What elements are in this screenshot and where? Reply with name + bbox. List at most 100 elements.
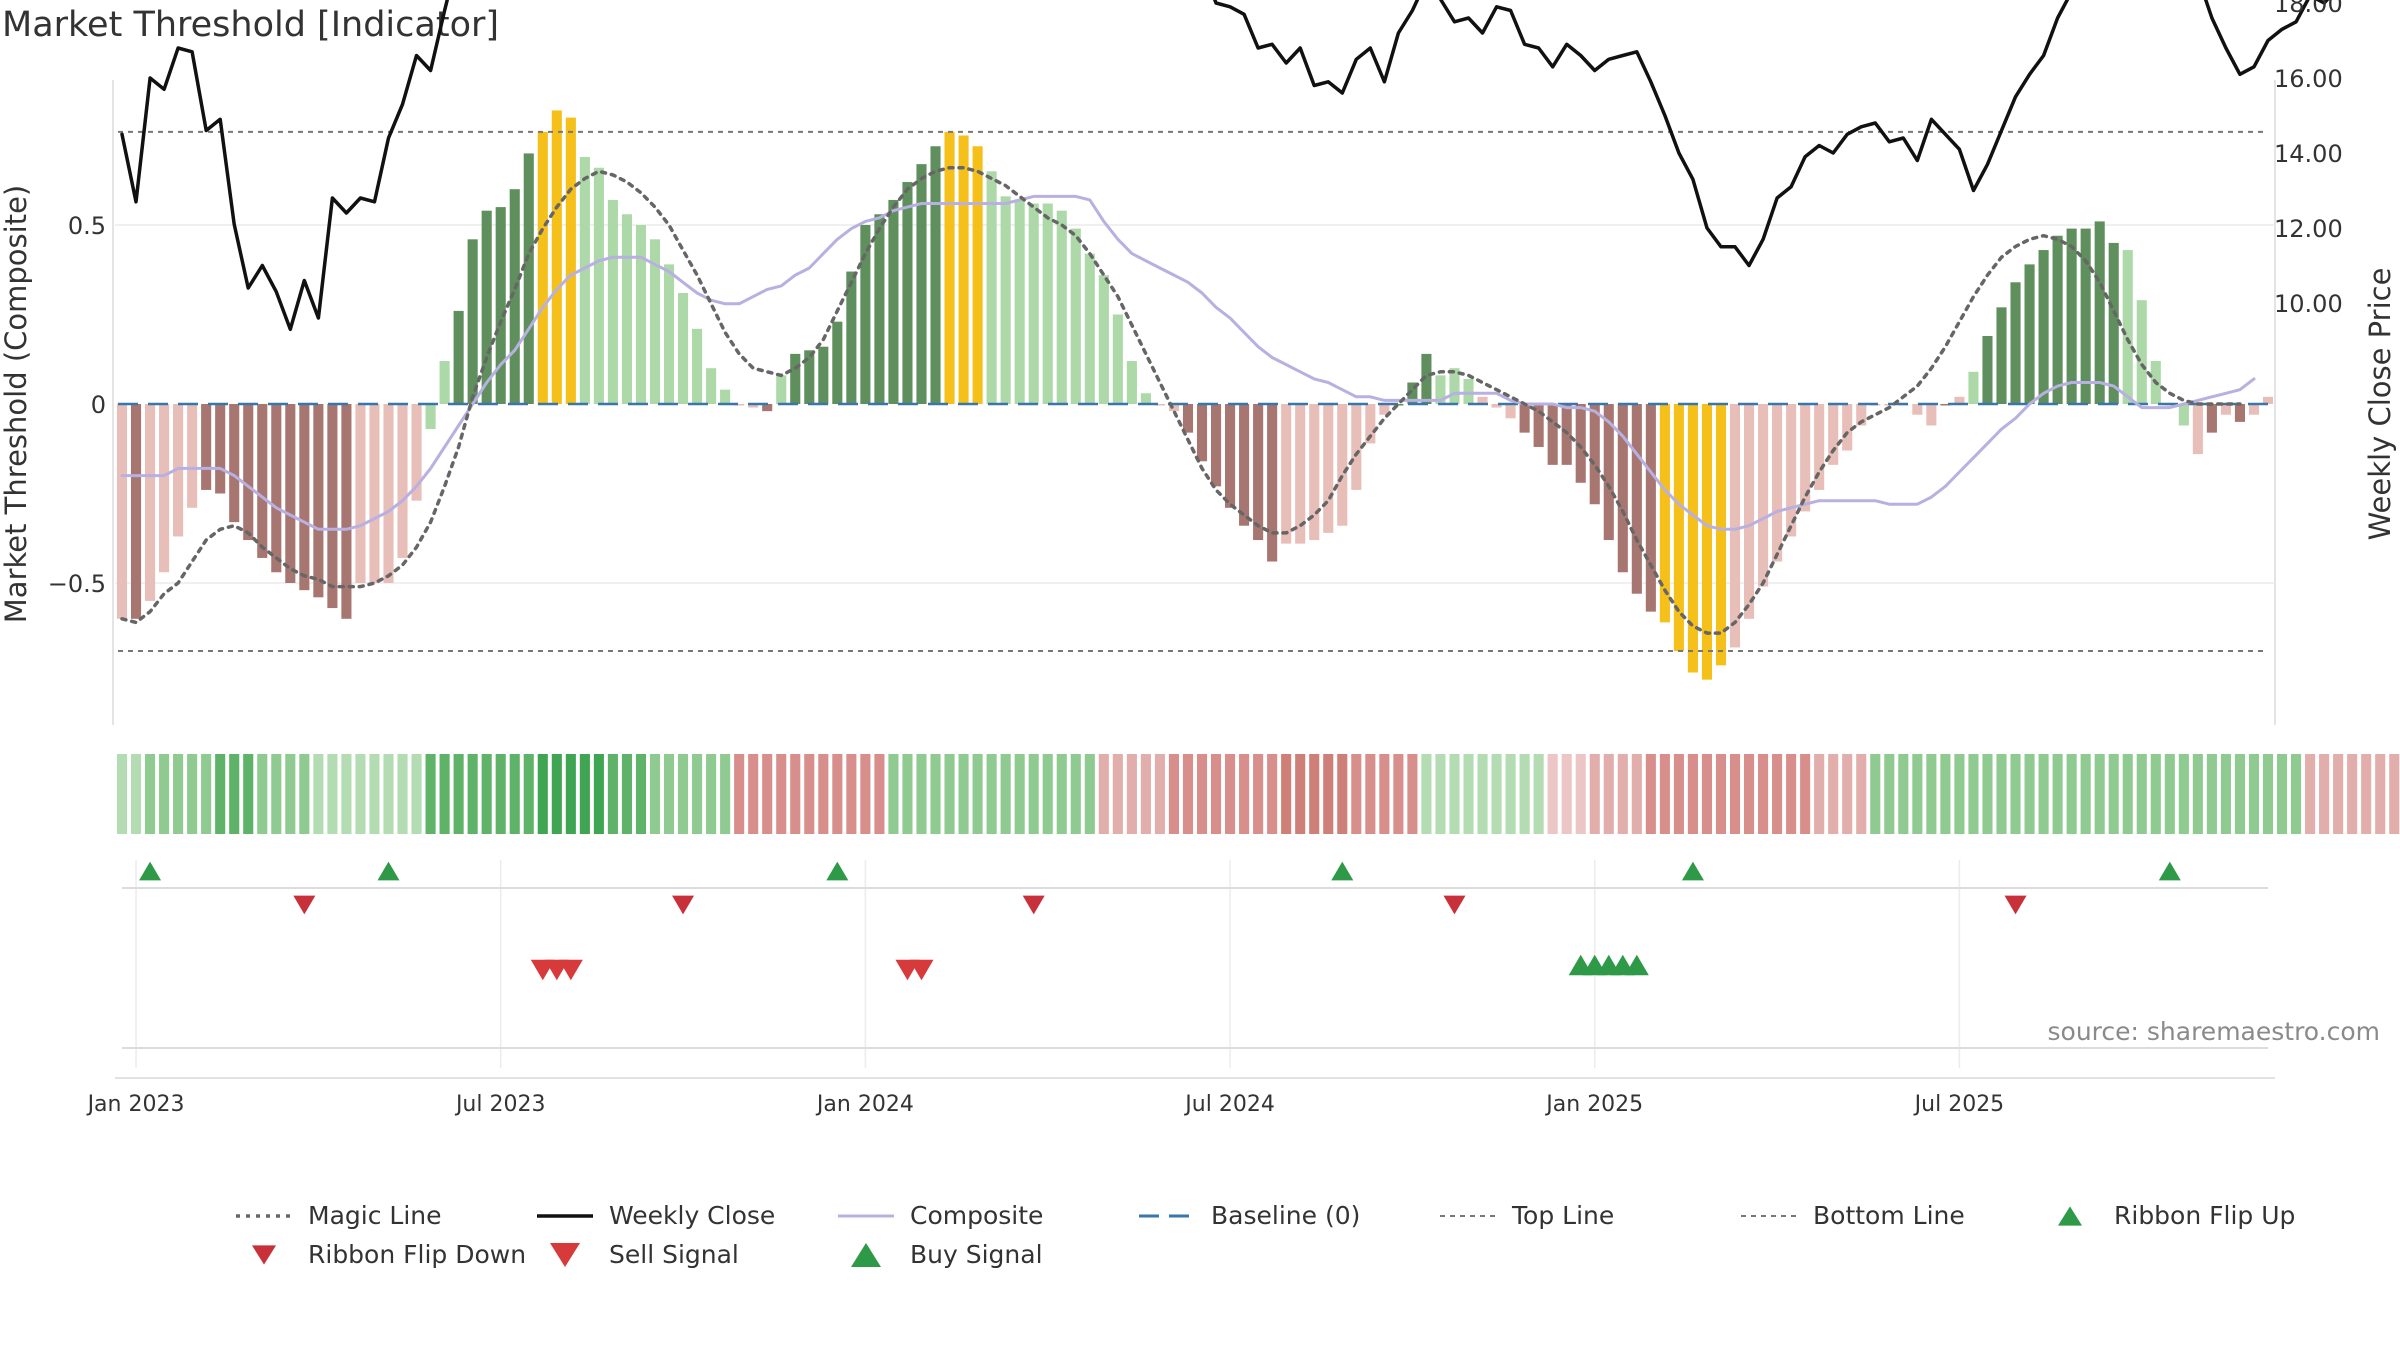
composite-bar	[1421, 353, 1432, 404]
composite-bar	[1042, 203, 1053, 404]
legend-item-flipup: Ribbon Flip Up	[2058, 1201, 2295, 1230]
composite-bar	[1603, 404, 1614, 541]
ribbon-segment	[299, 754, 310, 834]
ribbon-segment	[1786, 754, 1797, 834]
ribbon-segment	[2108, 754, 2119, 834]
ribbon-segment	[2080, 754, 2091, 834]
composite-bar	[1743, 404, 1755, 619]
ribbon-segment	[621, 754, 632, 834]
chart-title: Market Threshold [Indicator]	[2, 5, 499, 45]
ribbon-segment	[1323, 754, 1334, 834]
composite-bar	[1351, 404, 1362, 490]
ribbon-segment	[1239, 754, 1250, 834]
y-tick-label-left: 0.5	[68, 212, 106, 240]
ribbon-segment	[2164, 754, 2175, 834]
ribbon-segment	[1126, 754, 1137, 834]
ribbon-segment	[327, 754, 338, 834]
ribbon-flip-down-marker	[672, 895, 695, 915]
ribbon-segment	[2010, 754, 2021, 834]
ribbon-segment	[2248, 754, 2260, 834]
ribbon-segment	[944, 754, 955, 834]
x-tick-label: Jul 2024	[1183, 1092, 1275, 1117]
composite-bar	[1631, 404, 1642, 594]
ribbon-segment	[860, 754, 871, 834]
composite-bar	[1828, 404, 1839, 465]
grid	[112, 80, 2276, 1079]
composite-bar	[1617, 404, 1628, 573]
composite-bar	[972, 146, 983, 405]
ribbon-flip-up-marker	[377, 861, 400, 881]
legend-item-baseline: Baseline (0)	[1139, 1201, 1360, 1230]
composite-bar	[187, 404, 198, 508]
ribbon-segment	[467, 754, 478, 834]
composite-bar	[2024, 264, 2035, 404]
ribbon-segment	[1351, 754, 1362, 834]
composite-bar	[1365, 404, 1376, 444]
composite-bar	[285, 404, 296, 583]
legend-label: Top Line	[1511, 1201, 1614, 1230]
legend-item-sell: Sell Signal	[550, 1240, 739, 1269]
composite-bar	[1477, 396, 1488, 404]
composite-bar	[579, 156, 590, 404]
ribbon-segment	[1533, 754, 1544, 834]
composite-bar	[1140, 393, 1151, 404]
ribbon-segment	[2052, 754, 2063, 834]
ribbon	[116, 754, 2400, 834]
composite-bar	[1856, 404, 1867, 426]
composite-bar	[832, 321, 843, 404]
composite-bar	[1000, 196, 1011, 404]
composite-bar	[1968, 371, 1979, 404]
x-tick-label: Jan 2023	[86, 1092, 185, 1117]
buy-signal-marker	[1624, 954, 1649, 976]
composite-bar	[1814, 404, 1825, 490]
ribbon-segment	[243, 754, 254, 834]
ribbon-segment	[1673, 754, 1684, 834]
ribbon-segment	[888, 754, 899, 834]
composite-bar	[944, 131, 955, 405]
composite-bar	[299, 404, 310, 591]
y-tick-label-right: 18.00	[2274, 0, 2343, 18]
composite-bar	[1449, 368, 1460, 404]
composite-bar	[818, 346, 829, 404]
composite-bar	[1912, 404, 1923, 415]
ribbon-segment	[1856, 754, 1867, 834]
ribbon-segment	[593, 754, 604, 834]
composite-bar	[1253, 404, 1264, 541]
ribbon-segment	[1729, 754, 1741, 834]
series-lines	[120, 0, 2330, 635]
legend-item-buy: Buy Signal	[851, 1240, 1043, 1269]
composite-bar	[1729, 404, 1741, 648]
ribbon-segment	[1000, 754, 1011, 834]
composite-bar	[201, 404, 212, 490]
ribbon-segment	[1659, 754, 1670, 834]
ribbon-segment	[257, 754, 268, 834]
ribbon-flip-down-marker	[1022, 895, 1045, 915]
composite-bar	[2192, 404, 2203, 455]
ribbon-segment	[411, 754, 422, 834]
ribbon-flip-up-marker	[2158, 861, 2181, 881]
ribbon-segment	[1898, 754, 1909, 834]
composite-bar	[846, 271, 857, 404]
legend-item-close: Weekly Close	[537, 1201, 775, 1230]
composite-bar	[495, 207, 506, 404]
y-axis-label-right: Weekly Close Price	[2363, 268, 2397, 541]
ribbon-segment	[1393, 754, 1404, 834]
composite-bar	[215, 404, 226, 494]
ribbon-segment	[1926, 754, 1937, 834]
ribbon-segment	[846, 754, 857, 834]
ribbon-segment	[1210, 754, 1222, 834]
ribbon-segment	[1575, 754, 1586, 834]
y-tick-label-right: 10.00	[2274, 290, 2343, 318]
ribbon-segment	[2347, 754, 2358, 834]
ribbon-segment	[1421, 754, 1432, 834]
legend-swatch-flipdown	[252, 1245, 276, 1265]
ribbon-segment	[341, 754, 352, 834]
composite-bar	[2080, 228, 2091, 404]
ribbon-segment	[1814, 754, 1825, 834]
composite-bar	[649, 239, 661, 404]
composite-bar	[551, 110, 562, 404]
ribbon-segment	[1253, 754, 1264, 834]
legend-label: Baseline (0)	[1211, 1201, 1360, 1230]
composite-bar	[1225, 404, 1236, 508]
composite-bar	[677, 293, 689, 404]
